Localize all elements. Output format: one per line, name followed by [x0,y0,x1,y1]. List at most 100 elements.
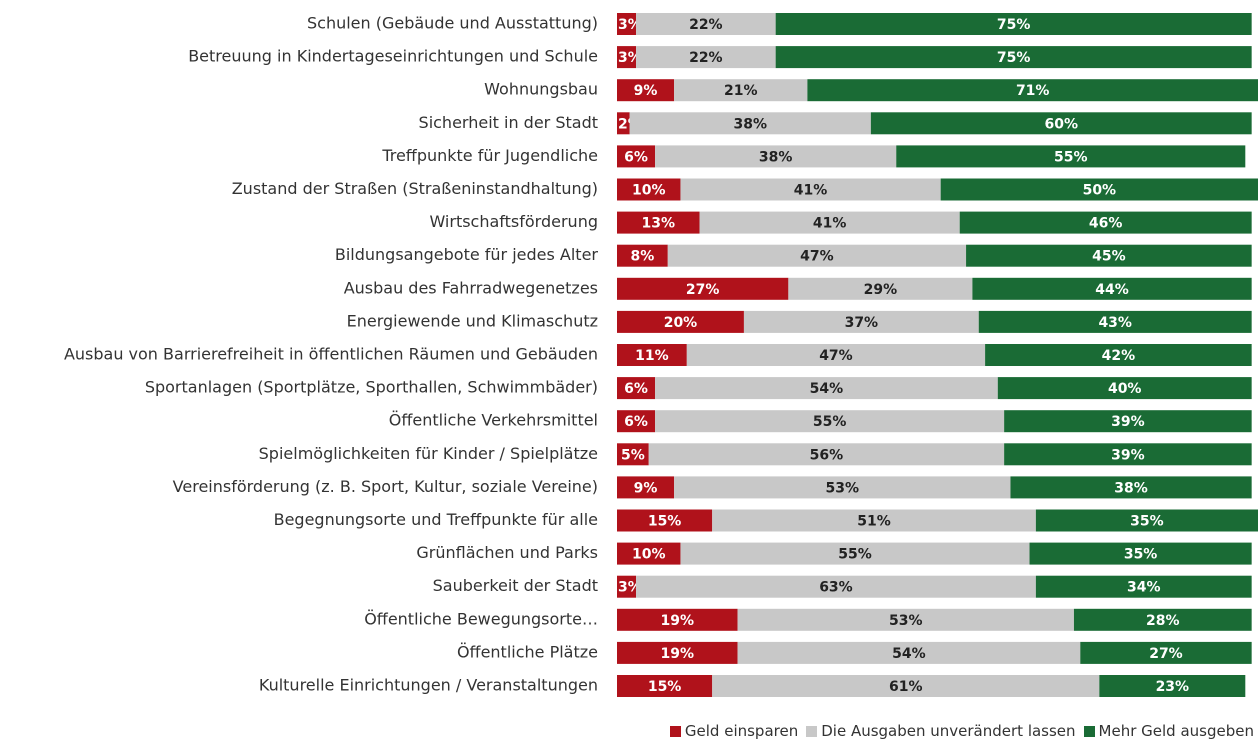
value-label: 38% [1114,480,1148,496]
bar-segment [775,13,1252,35]
value-label: 38% [759,149,793,165]
bar-segment [743,310,979,333]
value-label: 35% [1130,514,1164,530]
bar-segment [667,244,967,267]
value-label: 42% [1102,348,1136,364]
value-label: 15% [648,679,682,695]
value-label: 56% [810,447,844,463]
category-label: Betreuung in Kindertageseinrichtungen un… [188,47,598,66]
category-label: Begegnungsorte und Treffpunkte für alle [274,510,598,529]
value-label: 9% [634,480,658,496]
bar-segment [636,575,1036,598]
category-label: Schulen (Gebäude und Ausstattung) [307,14,598,33]
value-label: 9% [634,83,658,99]
category-label: Kulturelle Einrichtungen / Veranstaltung… [259,676,598,695]
bar-segment [617,542,681,565]
bar-segment [680,178,941,201]
chart: Schulen (Gebäude und Ausstattung) 3% 22% 75… [64,13,1258,697]
category-label: Energiewende und Klimaschutz [347,311,598,330]
bar-segment [617,310,744,333]
category-label: Öffentliche Verkehrsmittel [389,411,598,430]
value-label: 22% [689,17,723,33]
bar-segment [788,277,973,300]
bar-segment [674,79,808,102]
value-label: 44% [1095,282,1129,298]
bar-segment [636,46,776,69]
value-label: 60% [1044,116,1078,132]
value-label: 55% [813,414,847,430]
legend-item: Geld einsparen [669,722,798,740]
value-label: 39% [1111,414,1145,430]
bar-segment [617,46,637,69]
bar-segment [617,675,713,697]
bar-segment [896,145,1246,168]
bar-segment [978,310,1252,333]
value-label: 27% [1149,646,1183,662]
value-label: 8% [630,249,654,265]
value-label: 10% [632,183,666,199]
bar-segment [617,410,656,433]
value-label: 3% [618,50,642,66]
legend-swatch [669,726,681,737]
bar-segment [737,608,1074,631]
bar-segment [1029,542,1252,565]
value-label: 21% [724,83,758,99]
bar-segment [617,244,668,267]
category-label: Vereinsförderung (z. B. Sport, Kultur, s… [173,477,598,496]
bar-segment [1004,410,1252,433]
category-label: Bildungsangebote für jedes Alter [335,245,599,264]
value-label: 10% [632,547,666,563]
legend-label: Die Ausgaben unverändert lassen [821,722,1076,740]
bar-segment [655,377,998,400]
bar-segment [712,509,1036,532]
value-label: 75% [997,17,1031,33]
bar-segment [997,377,1252,400]
category-label: Sauberkeit der Stadt [433,576,598,595]
value-label: 50% [1083,183,1117,199]
bar-segment [972,277,1252,300]
value-label: 54% [810,381,844,397]
bar-segment [680,542,1030,565]
value-label: 38% [734,116,768,132]
bar-segment [617,344,687,366]
value-label: 6% [624,381,648,397]
value-label: 46% [1089,216,1123,232]
bar-segment [1004,443,1252,466]
legend: Geld einsparen Die Ausgaben unverändert l… [669,722,1254,740]
bar-segment [617,476,675,499]
value-label: 5% [621,447,645,463]
bar-segment [636,13,776,35]
bar-segment [617,608,738,631]
value-label: 55% [838,547,872,563]
bar-segment [629,112,871,135]
value-label: 55% [1054,149,1088,165]
bar-segment [674,476,1011,499]
value-label: 6% [624,149,648,165]
category-label: Wirtschaftsförderung [429,212,598,231]
bar-segment [617,145,656,168]
value-label: 61% [889,679,923,695]
bar-segment [959,211,1252,234]
value-label: 75% [997,50,1031,66]
bar-segment [1035,509,1258,532]
bar-segment [655,410,1005,433]
value-label: 43% [1098,315,1132,331]
value-label: 39% [1111,447,1145,463]
value-label: 27% [686,282,720,298]
value-label: 6% [624,414,648,430]
value-label: 19% [661,646,695,662]
category-label: Zustand der Straßen (Straßeninstandhaltu… [232,179,598,198]
bar-segment [966,244,1252,267]
value-label: 22% [689,50,723,66]
bar-segment [617,13,637,35]
value-label: 28% [1146,613,1180,629]
value-label: 45% [1092,249,1126,265]
value-label: 20% [664,315,698,331]
bar-segment [617,211,700,234]
category-label: Öffentliche Bewegungsorte… [364,609,598,628]
value-label: 37% [845,315,879,331]
category-label: Sicherheit in der Stadt [419,113,598,132]
category-label: Ausbau des Fahrradwegenetzes [344,278,598,297]
bar-segment [985,344,1252,366]
